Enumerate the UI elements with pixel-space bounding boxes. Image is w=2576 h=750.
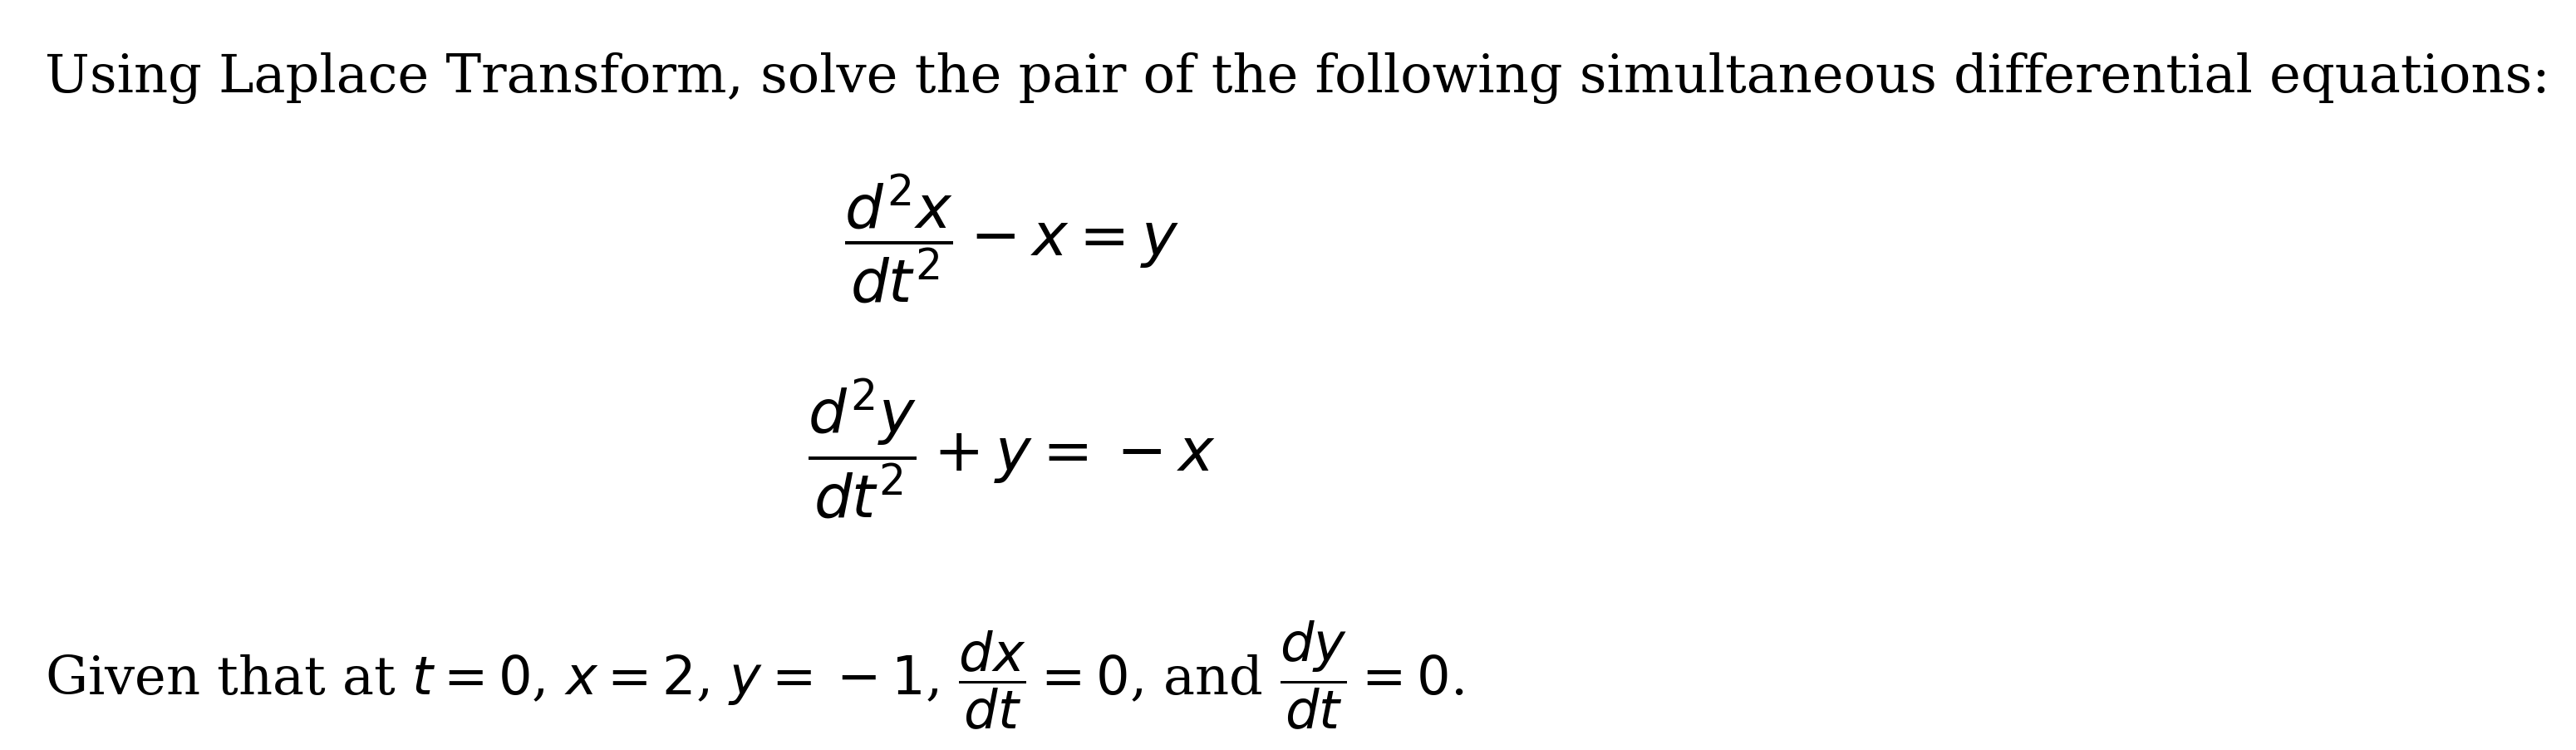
- Text: Given that at $t = 0$, $x = 2$, $y = -1$, $\dfrac{dx}{dt} = 0$, and $\dfrac{dy}{: Given that at $t = 0$, $x = 2$, $y = -1$…: [44, 619, 1463, 731]
- Text: Using Laplace Transform, solve the pair of the following simultaneous differenti: Using Laplace Transform, solve the pair …: [44, 53, 2550, 104]
- Text: $\dfrac{d^2y}{dt^2} + y = -x$: $\dfrac{d^2y}{dt^2} + y = -x$: [806, 378, 1216, 522]
- Text: $\dfrac{d^2x}{dt^2} - x = y$: $\dfrac{d^2x}{dt^2} - x = y$: [845, 173, 1180, 307]
